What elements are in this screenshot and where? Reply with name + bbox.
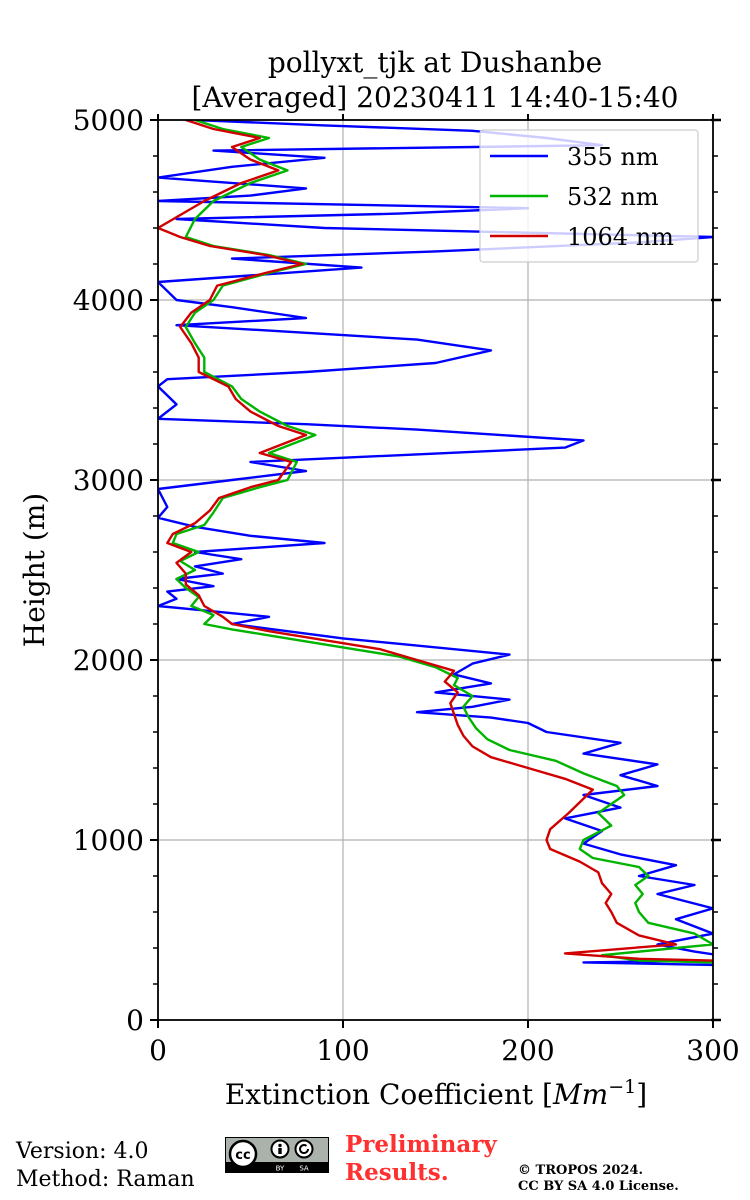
svg-text:SA: SA (299, 1165, 309, 1173)
y-tick-label: 1000 (73, 824, 144, 857)
chart-title-line2: [Averaged] 20230411 14:40-15:40 (192, 81, 679, 114)
footer-info: Version: 4.0 Method: Raman (16, 1138, 195, 1194)
copyright-text: © TROPOS 2024. CC BY SA 4.0 License. (518, 1163, 679, 1194)
method-text: Method: Raman (16, 1167, 195, 1192)
version-text: Version: 4.0 (16, 1139, 149, 1164)
legend-box (479, 129, 699, 263)
cc-license-badge: cc BY SA (225, 1137, 329, 1173)
y-axis-label: Height (m) (18, 493, 51, 647)
series-line-1064-nm (158, 120, 713, 962)
extinction-chart: pollyxt_tjk at Dushanbe [Averaged] 20230… (18, 46, 740, 1111)
series-lines (158, 120, 713, 967)
legend: 355 nm 532 nm 1064 nm (479, 129, 699, 263)
series-line-355-nm (158, 120, 713, 967)
sa-icon (294, 1139, 314, 1159)
x-tick-label: 200 (501, 1034, 554, 1067)
y-tick-label: 0 (126, 1004, 144, 1037)
svg-text:BY: BY (276, 1165, 285, 1173)
x-axis-label: Extinction Coefficient [Mm−1] (225, 1076, 647, 1111)
x-tick-label: 300 (686, 1034, 739, 1067)
preliminary-results-notice: Preliminary Results. (345, 1131, 497, 1186)
x-tick-label: 0 (149, 1034, 167, 1067)
x-tick-label: 100 (316, 1034, 369, 1067)
legend-label: 1064 nm (567, 223, 674, 251)
chart-title-line1: pollyxt_tjk at Dushanbe (268, 46, 602, 79)
y-tick-label: 3000 (73, 464, 144, 497)
plot-frame (157, 119, 714, 1021)
y-tick-label: 5000 (73, 104, 144, 137)
grid-lines (158, 120, 713, 1020)
legend-label: 355 nm (567, 143, 659, 171)
cc-icon (228, 1139, 258, 1169)
y-tick-label: 2000 (73, 644, 144, 677)
legend-label: 532 nm (567, 183, 659, 211)
y-tick-label: 4000 (73, 284, 144, 317)
svg-text:cc: cc (235, 1148, 250, 1163)
